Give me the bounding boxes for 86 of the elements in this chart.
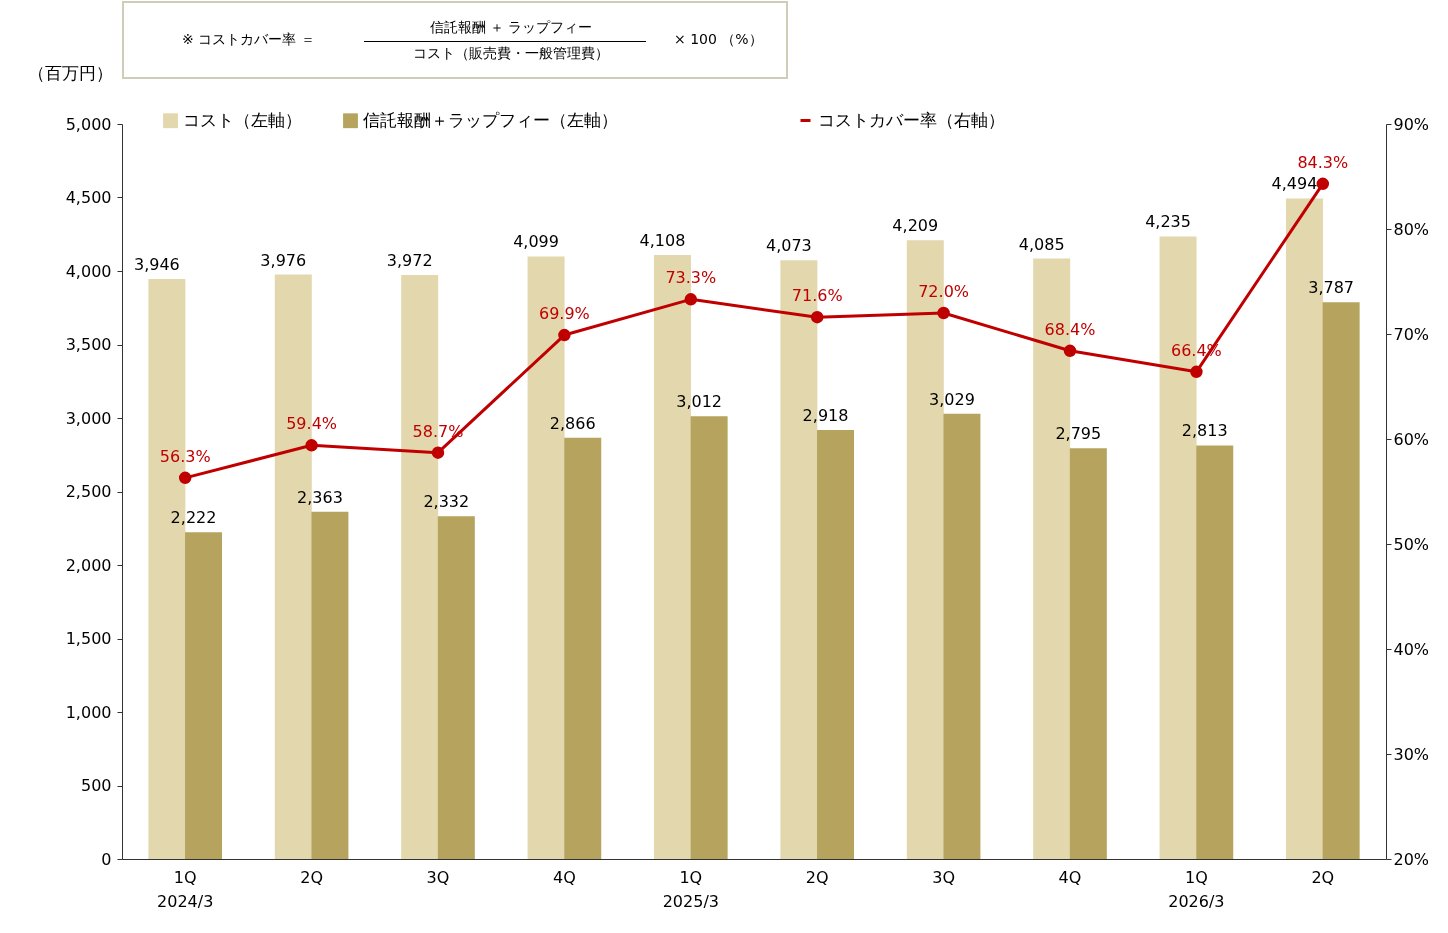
data-label: 3,976 xyxy=(260,250,307,270)
bar xyxy=(943,413,981,859)
point xyxy=(684,293,698,306)
y-tick-label: 5,000 xyxy=(65,114,112,134)
point xyxy=(1190,365,1203,379)
bar xyxy=(1196,445,1234,859)
bar xyxy=(564,437,602,859)
data-label: 4,494 xyxy=(1271,174,1318,194)
point xyxy=(178,471,192,485)
data-label: 4,073 xyxy=(765,236,812,256)
x-tick-label: 2Q xyxy=(1311,867,1335,887)
y2-tick-label: 50% xyxy=(1393,534,1430,554)
data-label: 4,099 xyxy=(513,232,559,252)
data-label: 3,972 xyxy=(386,251,433,271)
data-label: 2,795 xyxy=(1055,424,1102,444)
data-label: 56.3% xyxy=(159,446,211,466)
text: × 100 （%） xyxy=(674,31,763,49)
data-label: 4,108 xyxy=(639,231,686,251)
data-label: 73.3% xyxy=(665,268,717,288)
data-label: 68.4% xyxy=(1044,319,1096,339)
x-tick-label: 1Q 2026/3 xyxy=(1168,867,1225,911)
y-tick-label: 500 xyxy=(80,776,112,795)
y-tick-label: 3,500 xyxy=(65,335,112,354)
y2-tick-label: 20% xyxy=(1393,849,1430,869)
y2-tick-label: 30% xyxy=(1393,744,1430,764)
y2-tick-label: 90% xyxy=(1393,114,1430,134)
point xyxy=(431,446,445,459)
bar xyxy=(690,416,728,859)
x-tick-label: 1Q 2025/3 xyxy=(662,867,719,911)
y-tick-label: 4,500 xyxy=(65,188,112,207)
data-label: 3,029 xyxy=(929,389,975,409)
data-label: 2,813 xyxy=(1181,421,1228,441)
x-tick-label: 1Q 2024/3 xyxy=(157,867,214,911)
x-tick-label: 3Q xyxy=(932,867,955,887)
text: コスト（販売費・一般管理費） xyxy=(412,45,610,63)
data-label: 84.3% xyxy=(1297,152,1349,172)
bar xyxy=(311,511,349,859)
legend-label: コスト（左軸） xyxy=(183,109,302,130)
bar xyxy=(1322,302,1360,859)
bar xyxy=(185,532,223,859)
point xyxy=(558,328,571,342)
y2-tick-label: 60% xyxy=(1393,429,1430,449)
data-label: 69.9% xyxy=(538,304,590,324)
data-label: 2,222 xyxy=(170,508,217,528)
x-tick-label: 3Q xyxy=(426,867,450,887)
data-label: 4,235 xyxy=(1145,212,1191,232)
y-axis-title: （百万円） xyxy=(28,62,113,85)
y2-tick-label: 80% xyxy=(1393,219,1430,239)
x-tick-label: 4Q xyxy=(1058,867,1082,887)
bar xyxy=(437,516,475,859)
data-label: 59.4% xyxy=(286,414,338,434)
point xyxy=(1063,344,1077,358)
x-tick-label: 4Q xyxy=(553,867,576,887)
bar xyxy=(817,430,855,859)
y-tick-label: 3,000 xyxy=(65,408,112,428)
data-label: 3,946 xyxy=(133,254,180,274)
point xyxy=(937,306,950,320)
y-tick-label: 4,000 xyxy=(65,261,112,281)
text: 信託報酬 ＋ ラップフィー xyxy=(428,19,594,37)
x-tick-label: 2Q xyxy=(300,867,323,887)
data-label: 2,918 xyxy=(802,406,849,426)
data-label: 4,085 xyxy=(1018,234,1065,254)
data-label: 4,209 xyxy=(892,216,939,236)
data-label: 2,866 xyxy=(549,413,596,433)
data-label: 2,363 xyxy=(297,487,343,507)
legend-label: 信託報酬＋ラップフィー（左軸） xyxy=(363,109,618,130)
y2-tick-label: 40% xyxy=(1393,639,1430,659)
bar xyxy=(1069,448,1107,859)
y-tick-label: 2,500 xyxy=(65,482,112,501)
data-label: 3,012 xyxy=(676,392,723,412)
point xyxy=(305,439,318,452)
y-tick-label: 1,000 xyxy=(65,702,112,722)
y-tick-label: 1,500 xyxy=(65,629,112,648)
y-tick-label: 0 xyxy=(101,849,112,869)
y-tick-label: 2,000 xyxy=(65,555,112,575)
x-tick-label: 2Q xyxy=(805,867,829,887)
data-label: 58.7% xyxy=(412,421,464,441)
data-label: 72.0% xyxy=(918,282,970,301)
data-label: 2,332 xyxy=(423,492,470,512)
legend-label: コストカバー率（右軸） xyxy=(818,109,1005,130)
data-label: 3,787 xyxy=(1308,278,1355,298)
text: ※ コストカバー率 ＝ xyxy=(182,31,315,49)
y2-tick-label: 70% xyxy=(1393,324,1430,344)
point xyxy=(1316,177,1330,191)
point xyxy=(810,310,824,324)
data-label: 71.6% xyxy=(791,286,843,306)
